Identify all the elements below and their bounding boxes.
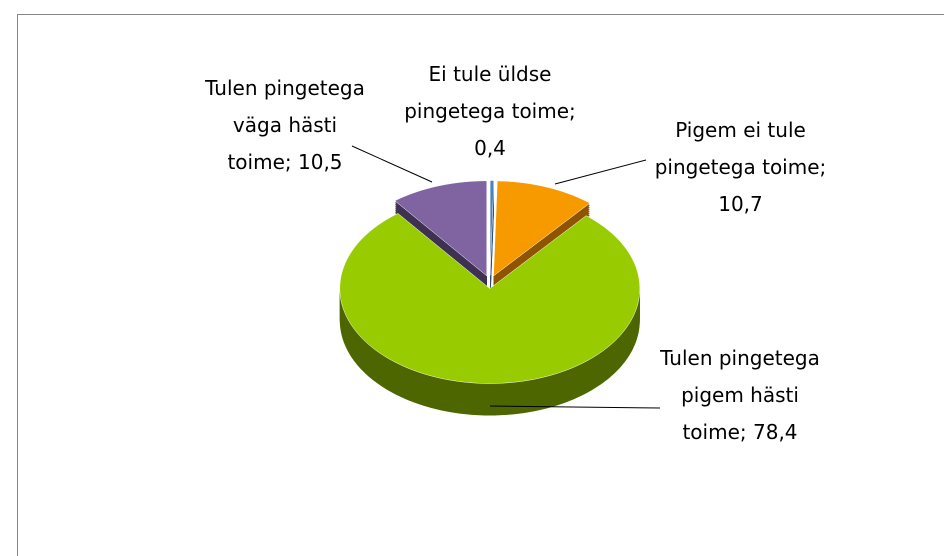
label-separator: ; — [819, 155, 827, 179]
label-category: Tulen pingetega väga hästi toime — [205, 76, 365, 174]
label-category: Ei tule üldse pingetega toime — [404, 62, 570, 123]
label-category: Pigem ei tule pingetega toime — [654, 118, 820, 179]
slice — [493, 180, 591, 277]
slice — [489, 180, 495, 276]
label-separator: ; — [569, 99, 576, 123]
data-label: Tulen pingetega pigem hästi toime; 78,4 — [650, 340, 830, 451]
label-value: 78,4 — [753, 420, 798, 444]
label-value: 0,4 — [474, 136, 506, 160]
slice — [339, 213, 641, 384]
data-label: Tulen pingetega väga hästi toime; 10,5 — [205, 70, 365, 181]
label-category: Tulen pingetega pigem hästi toime — [660, 346, 820, 444]
label-value: 10,7 — [718, 192, 763, 216]
leader-line — [489, 405, 661, 409]
pie — [339, 180, 641, 416]
data-label: Ei tule üldse pingetega toime; 0,4 — [395, 56, 585, 167]
label-value: 10,5 — [298, 150, 343, 174]
slice — [394, 180, 488, 277]
chart-border — [17, 14, 944, 556]
leader-line — [554, 159, 647, 185]
label-separator: ; — [739, 420, 753, 444]
leader-line — [351, 145, 433, 183]
label-separator: ; — [284, 150, 298, 174]
data-label: Pigem ei tule pingetega toime; 10,7 — [648, 112, 833, 223]
